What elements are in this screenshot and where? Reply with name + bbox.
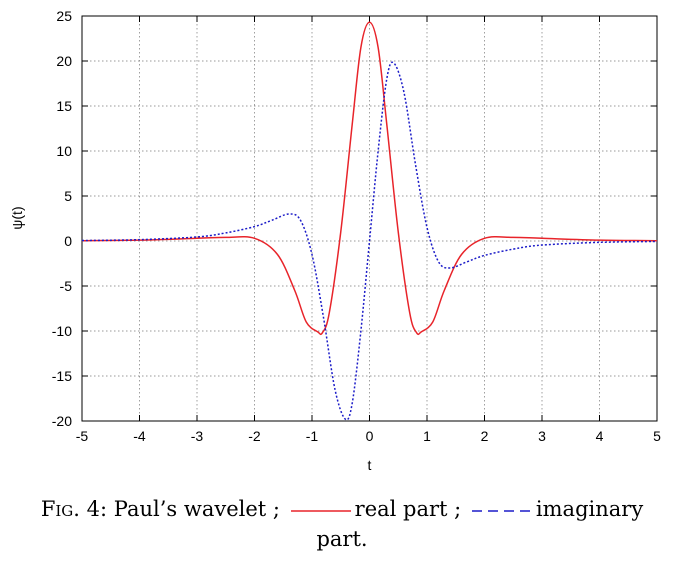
real-part-legend-label: real part ; <box>354 497 462 521</box>
series-lines <box>81 21 658 421</box>
y-tick-label: 20 <box>56 53 72 69</box>
caption-line-1: Fig. 4: Paul’s wavelet ; real part ; ima… <box>0 494 684 524</box>
y-axis-label: ψ(t) <box>9 206 25 229</box>
y-tick-label: -15 <box>52 368 72 384</box>
y-tick-label: 5 <box>64 188 72 204</box>
y-tick-label: -10 <box>52 323 72 339</box>
caption-line-2: part. <box>316 527 368 551</box>
x-tick-label: 5 <box>653 428 661 444</box>
x-tick-label: -1 <box>306 428 319 444</box>
x-axis-label: t <box>368 457 372 473</box>
imaginary-part-legend-label: imaginary <box>535 497 644 521</box>
x-tick-label: -5 <box>76 428 89 444</box>
y-tick-label: 10 <box>56 143 72 159</box>
x-tick-label: 4 <box>596 428 604 444</box>
caption-title: Paul’s wavelet ; <box>113 497 280 521</box>
y-tick-label: -5 <box>60 278 73 294</box>
imaginary-part-line <box>81 61 658 421</box>
y-tick-label: 15 <box>56 98 72 114</box>
x-tick-label: -4 <box>133 428 146 444</box>
x-tick-label: 2 <box>481 428 489 444</box>
x-tick-label: 3 <box>538 428 546 444</box>
y-tick-label: 0 <box>64 233 72 249</box>
real-part-legend-sample <box>290 509 351 512</box>
x-tick-label: -3 <box>191 428 204 444</box>
real-part-line <box>81 21 658 336</box>
imaginary-part-legend-sample <box>471 509 532 512</box>
y-tick-label: 25 <box>56 8 72 24</box>
grid-lines <box>82 16 657 421</box>
x-tick-label: 1 <box>423 428 431 444</box>
x-tick-label: 0 <box>366 428 374 444</box>
x-tick-label: -2 <box>248 428 261 444</box>
figure-label: Fig. 4: <box>40 497 108 521</box>
y-tick-label: -20 <box>52 413 72 429</box>
